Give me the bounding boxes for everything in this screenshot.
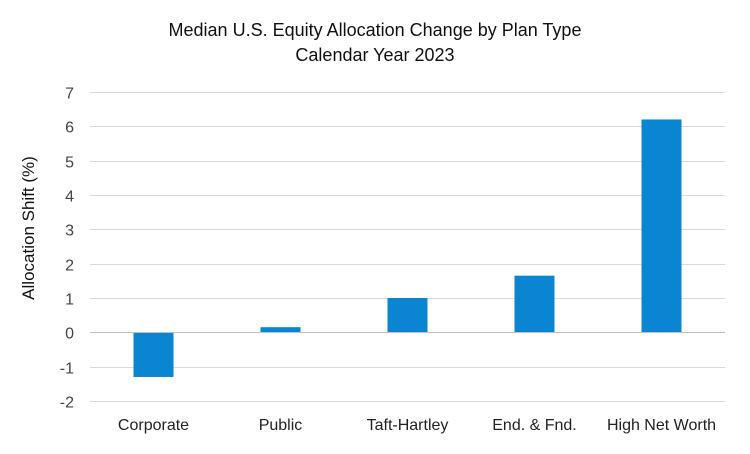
y-tick-label: 4 (65, 189, 74, 206)
bar (133, 332, 174, 377)
x-tick-label: High Net Worth (607, 417, 716, 434)
chart-title: Median U.S. Equity Allocation Change by … (169, 20, 582, 40)
bars (133, 119, 682, 377)
y-tick-label: -2 (60, 395, 74, 412)
chart-subtitle: Calendar Year 2023 (295, 45, 454, 65)
bar (514, 275, 555, 333)
y-tick-label: 2 (65, 258, 74, 275)
y-tick-label: 1 (65, 292, 74, 309)
y-tick-label: 0 (65, 326, 74, 343)
bar (260, 327, 301, 333)
x-tick-label: Taft-Hartley (367, 417, 449, 434)
x-tick-labels: Corporate Public Taft-Hartley End. & Fnd. Hi… (118, 417, 716, 434)
y-tick-label: 3 (65, 223, 74, 240)
bar (387, 298, 428, 333)
bar (641, 119, 682, 333)
y-axis-label: Allocation Shift (%) (19, 156, 38, 300)
gridlines (90, 92, 725, 402)
y-tick-label: 6 (65, 120, 74, 137)
x-tick-label: Public (259, 417, 303, 434)
x-tick-label: Corporate (118, 417, 189, 434)
y-tick-label: -1 (60, 361, 74, 378)
x-tick-label: End. & Fnd. (492, 417, 577, 434)
y-tick-labels: -2 -1 0 1 2 3 4 5 6 7 (60, 86, 74, 412)
y-tick-label: 7 (65, 86, 74, 103)
y-tick-label: 5 (65, 155, 74, 172)
